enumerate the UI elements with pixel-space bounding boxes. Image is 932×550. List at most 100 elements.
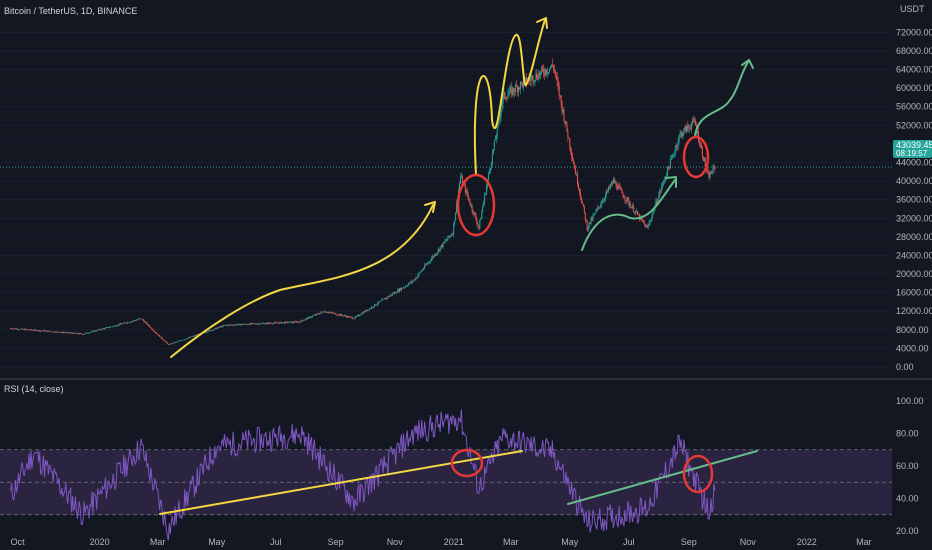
candle-body: [429, 261, 431, 262]
candle-body: [71, 332, 73, 334]
candle-body: [270, 323, 272, 324]
candle-body: [712, 166, 714, 173]
drawings-rsi[interactable]: [159, 448, 758, 515]
candle-body: [222, 325, 223, 328]
candle-body: [22, 329, 24, 330]
price-axis-unit: USDT: [900, 4, 925, 14]
red-circle-jan[interactable]: [456, 173, 496, 237]
rsi-axis[interactable]: 100.00 80.00 60.00 40.00 20.00: [896, 396, 924, 536]
candle-body: [73, 332, 75, 334]
candle-body: [106, 327, 108, 328]
candle-body: [126, 323, 128, 324]
candle-body: [125, 322, 127, 324]
candle-body: [437, 249, 439, 253]
rsi-pane[interactable]: 100.00 80.00 60.00 40.00 20.00 RSI (14, clos…: [0, 384, 924, 541]
candle-body: [460, 176, 462, 177]
candle-body: [706, 169, 708, 171]
candle-body: [545, 69, 547, 75]
candle-body: [184, 339, 186, 340]
green-projection-arrow[interactable]: [694, 61, 749, 136]
yellow-rsi-trendline[interactable]: [159, 450, 523, 515]
candle-body: [633, 205, 635, 213]
yellow-wave-drawing[interactable]: [473, 19, 546, 176]
candle-body: [67, 332, 69, 333]
candle-body: [540, 71, 542, 76]
candle-body: [153, 330, 155, 332]
candle-body: [140, 318, 142, 320]
candle-body: [141, 319, 143, 320]
yellow-trend-arrow[interactable]: [170, 204, 434, 358]
candle-body: [204, 332, 206, 334]
candle-body: [412, 281, 414, 283]
candle-body: [115, 326, 117, 327]
bar-countdown-label: 08:19:57: [896, 149, 928, 158]
candle-body: [583, 206, 585, 213]
candle-body: [615, 182, 617, 188]
candle-body: [152, 329, 154, 331]
drawings-price[interactable]: [170, 17, 754, 358]
candle-body: [70, 332, 72, 334]
candle-body: [328, 312, 330, 313]
candle-body: [636, 211, 638, 212]
candle-body: [232, 325, 234, 326]
candle-body: [30, 329, 32, 330]
price-tick-label: 12000.00: [896, 306, 932, 316]
candle-body: [130, 322, 132, 323]
candle-body: [18, 329, 20, 331]
green-recovery-arrow[interactable]: [581, 179, 676, 251]
candle-body: [251, 323, 253, 325]
candle-body: [456, 202, 458, 213]
candle-body: [373, 304, 375, 307]
red-circle-rsi-jan[interactable]: [450, 448, 484, 478]
candle-body: [554, 70, 556, 75]
candle-body: [305, 318, 307, 320]
candle-body: [311, 316, 312, 318]
candle-body: [387, 296, 389, 299]
candle-body: [174, 342, 176, 343]
candle-body: [39, 330, 41, 332]
candle-body: [354, 316, 356, 319]
candle-body: [474, 212, 476, 216]
candle-body: [214, 328, 216, 330]
candle-body: [65, 332, 67, 334]
red-circle-sep[interactable]: [682, 135, 710, 179]
price-tick-label: 52000.00: [896, 120, 932, 130]
candle-body: [117, 324, 119, 326]
time-tick-label: May: [561, 537, 579, 547]
price-pane[interactable]: 72000.00 68000.00 64000.00 60000.00 56000.00…: [0, 4, 932, 372]
candle-body: [365, 310, 367, 312]
candle-body: [674, 149, 676, 154]
candle-body: [21, 328, 23, 330]
red-circle-rsi-sep[interactable]: [682, 454, 714, 494]
candle-body: [613, 179, 615, 183]
candle-body: [256, 323, 258, 325]
last-price-tag: [893, 140, 932, 158]
green-rsi-trendline[interactable]: [567, 450, 758, 505]
time-axis[interactable]: Oct 2020 Mar May Jul Sep Nov 2021 Mar May Jul Sep No…: [11, 537, 872, 547]
candle-body: [392, 293, 394, 296]
candle-body: [589, 222, 591, 224]
candle-body: [611, 182, 613, 184]
candle-body: [156, 332, 158, 334]
candle-body: [703, 158, 705, 161]
candle-body: [424, 265, 426, 269]
candle-body: [511, 87, 513, 95]
rsi-line: [10, 409, 716, 541]
candle-body: [294, 321, 296, 323]
last-price-label: 43039.45: [896, 140, 932, 150]
candle-body: [56, 331, 58, 333]
candle-body: [448, 235, 450, 237]
candle-body: [627, 197, 629, 200]
candle-body: [667, 167, 668, 177]
candle-body: [165, 341, 167, 343]
candle-body: [584, 212, 586, 221]
candle-body: [428, 261, 430, 264]
candle-body: [578, 184, 579, 189]
candle-body: [695, 121, 697, 126]
price-tick-label: 0.00: [896, 362, 914, 372]
time-tick-label: 2022: [797, 537, 817, 547]
candle-body: [74, 333, 76, 334]
candle-body: [62, 331, 64, 333]
candle-body: [101, 329, 103, 331]
